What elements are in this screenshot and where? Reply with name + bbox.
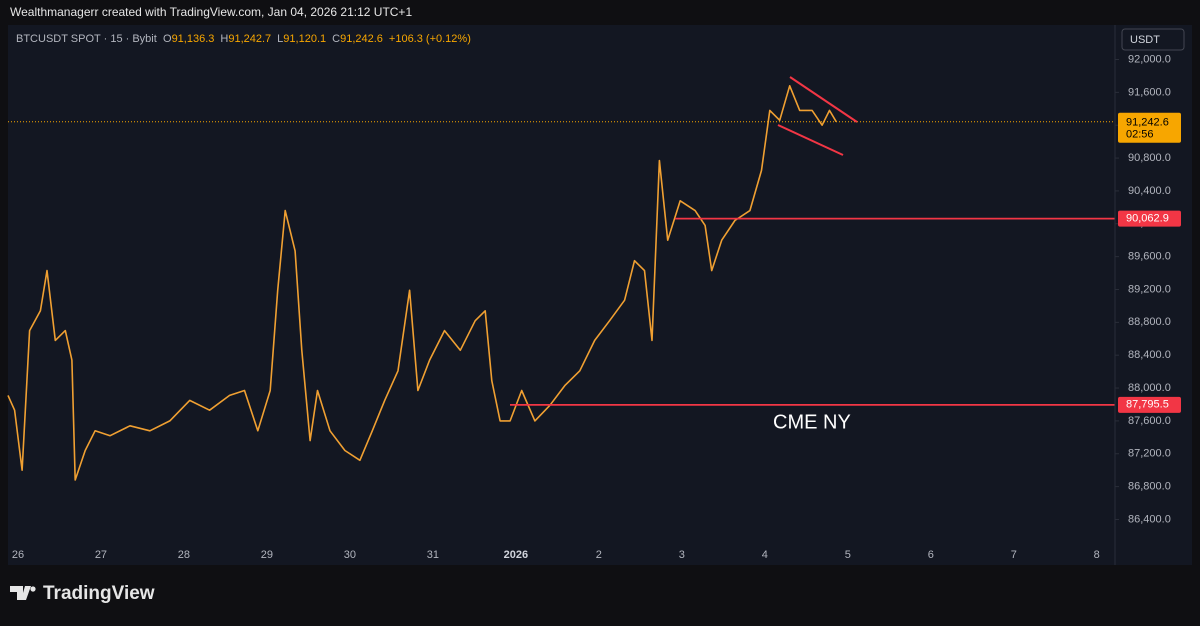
header: Wealthmanagerr created with TradingView.… bbox=[10, 5, 412, 19]
level-badge bbox=[1118, 210, 1181, 227]
currency[interactable]: USDT bbox=[1130, 34, 1160, 46]
chart-panel bbox=[8, 25, 1192, 565]
ohlc-key: C bbox=[332, 33, 340, 45]
change: +106.3 (+0.12%) bbox=[389, 33, 471, 45]
price-axis: 86,400.0 86,800.0 87,200.0 87,600.0 88,000.0… bbox=[12, 25, 1181, 565]
level-badge bbox=[1118, 396, 1181, 413]
x-tick-label: 26 bbox=[12, 549, 24, 561]
y-tick-label: 92,000.0 bbox=[1128, 53, 1171, 65]
x-tick-label: 28 bbox=[178, 549, 190, 561]
level-badge-label: 90,062.9 bbox=[1126, 213, 1169, 225]
ohlc-key: L bbox=[277, 33, 283, 45]
logo[interactable]: TradingView bbox=[10, 583, 155, 604]
x-tick-label: 7 bbox=[1011, 549, 1017, 561]
last-price-label: 91,242.6 bbox=[1126, 117, 1169, 129]
ohlc-value: 91,136.3 bbox=[172, 33, 215, 45]
annotation: CME NY bbox=[773, 411, 851, 433]
last-price-badge bbox=[1118, 112, 1181, 143]
logo-dot[interactable] bbox=[30, 586, 36, 592]
ohlc-key: H bbox=[220, 33, 228, 45]
flag-upper bbox=[789, 76, 858, 123]
x-tick-label: 6 bbox=[928, 549, 934, 561]
x-tick-label: 29 bbox=[261, 549, 273, 561]
plot bbox=[7, 85, 1115, 481]
y-tick-label: 86,800.0 bbox=[1128, 481, 1171, 493]
y-tick-label: 88,000.0 bbox=[1128, 382, 1171, 394]
flag-lower bbox=[777, 124, 844, 156]
x-tick-label: 4 bbox=[762, 549, 768, 561]
currency-box[interactable] bbox=[1121, 28, 1185, 51]
y-tick-label: 90,800.0 bbox=[1128, 152, 1171, 164]
symbol: BTCUSDT SPOT · 15 · Bybit bbox=[16, 33, 157, 45]
countdown: 02:56 bbox=[1126, 129, 1154, 141]
x-tick-label: 3 bbox=[679, 549, 685, 561]
y-tick-label: 90,400.0 bbox=[1128, 185, 1171, 197]
ohlc-value: 91,242.7 bbox=[228, 33, 271, 45]
y-tick-label: 87,200.0 bbox=[1128, 448, 1171, 460]
y-tick-label: 89,200.0 bbox=[1128, 283, 1171, 295]
price-line bbox=[7, 85, 837, 481]
x-tick-label: 5 bbox=[845, 549, 851, 561]
x-tick-label: 31 bbox=[427, 549, 439, 561]
x-tick-label: 2026 bbox=[504, 549, 528, 561]
x-tick-label: 8 bbox=[1094, 549, 1100, 561]
legend: BTCUSDT SPOT · 15 · Bybit O91,136.3 H91,2… bbox=[16, 33, 471, 45]
brand[interactable]: TradingView bbox=[43, 583, 155, 604]
y-tick-label: 88,400.0 bbox=[1128, 349, 1171, 361]
ohlc: O91,136.3 H91,242.7 L91,120.1 C91,242.6 +106… bbox=[163, 33, 471, 45]
y-tick-label: 87,600.0 bbox=[1128, 415, 1171, 427]
logo-mark[interactable] bbox=[10, 586, 31, 600]
y-tick-label: 91,600.0 bbox=[1128, 86, 1171, 98]
x-tick-label: 27 bbox=[95, 549, 107, 561]
level-badge-label: 87,795.5 bbox=[1126, 399, 1169, 411]
x-tick-label: 30 bbox=[344, 549, 356, 561]
y-tick-label: 89,600.0 bbox=[1128, 251, 1171, 263]
y-tick-label: 88,800.0 bbox=[1128, 316, 1171, 328]
y-tick-label: 86,400.0 bbox=[1128, 513, 1171, 525]
ohlc-key: O bbox=[163, 33, 172, 45]
ohlc-value: 91,120.1 bbox=[283, 33, 326, 45]
ohlc-value: 91,242.6 bbox=[340, 33, 383, 45]
x-tick-label: 2 bbox=[596, 549, 602, 561]
